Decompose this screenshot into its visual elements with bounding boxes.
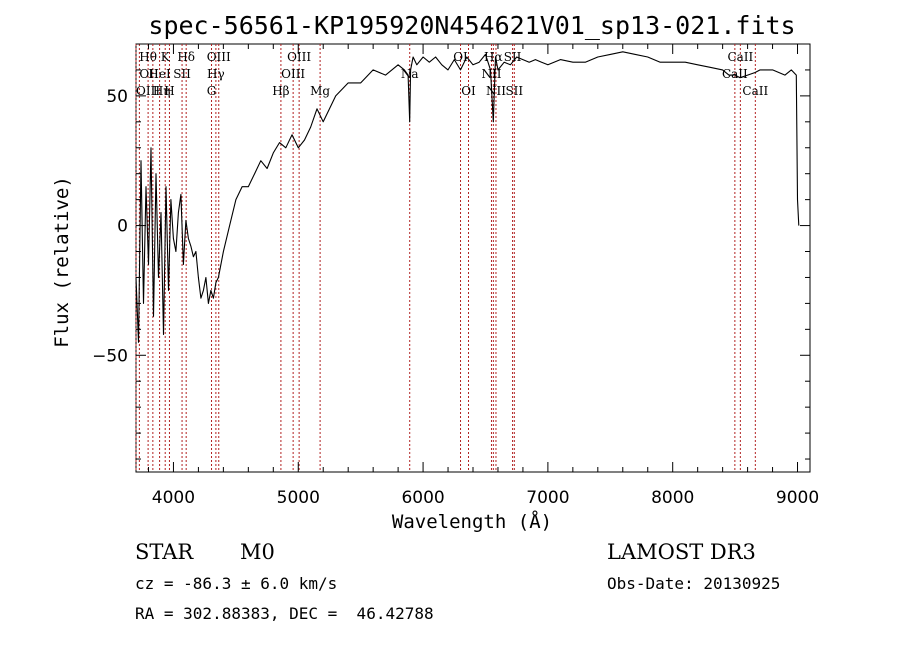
y-tick-label: 0 [117,217,128,237]
x-axis-label: Wavelength (Å) [392,510,552,533]
line-marker-label: CaII [727,50,753,64]
chart-title: spec-56561-KP195920N454621V01_sp13-021.f… [148,11,795,40]
line-marker-label: OIII [136,84,160,98]
line-marker-label: Hθ [139,50,157,64]
x-tick-label: 7000 [526,488,569,508]
spectrum-series [135,51,800,343]
line-marker-label: OIII [207,50,231,64]
y-tick-label: 50 [106,87,128,107]
line-marker-label: Hη [153,84,171,98]
line-marker-label: OIII [287,50,311,64]
y-axis-label: Flux (relative) [51,176,73,348]
line-marker-label: OI [461,84,476,98]
coordinates: RA = 302.88383, DEC = 46.42788 [135,604,434,623]
redshift-velocity: cz = -86.3 ± 6.0 km/s [135,574,338,593]
y-tick-label: −50 [92,346,128,366]
observation-date: Obs-Date: 20130925 [607,574,781,593]
plot-frame [135,43,811,473]
line-marker-label: SII [505,84,523,98]
x-tick-label: 6000 [401,488,444,508]
object-subclass-label: M0 [240,540,275,564]
line-marker-label: Mg [310,84,330,98]
line-marker-group [135,44,756,472]
line-marker-label: OII [139,67,159,81]
line-marker-label: OI [453,50,468,64]
line-marker-label: OIII [281,67,305,81]
spectrum-line [135,51,800,343]
axis-ticks: 4000 5000 6000 7000 8000 9000 −50 0 50 [92,43,819,508]
line-marker-label: NII [486,84,506,98]
x-tick-label: 9000 [776,488,819,508]
line-marker-label: CaII [722,67,748,81]
line-marker-label: H [164,84,174,98]
line-marker-label: Hγ [207,67,225,81]
x-tick-label: 5000 [277,488,320,508]
line-marker-label: SII [173,67,191,81]
line-marker-label: CaII [742,84,768,98]
line-marker-label: Hβ [272,84,289,98]
plot-border [135,43,811,473]
object-class-label: STAR [135,540,194,564]
line-marker-label: G [207,84,217,98]
x-tick-label: 4000 [152,488,195,508]
line-marker-label: Hδ [177,50,195,64]
survey-label: LAMOST DR3 [607,540,756,564]
x-tick-label: 8000 [651,488,694,508]
line-marker-label: HeI [148,67,171,81]
line-marker-label: NII [481,67,501,81]
line-marker-label: K [161,50,171,64]
line-marker-label: SII [504,50,522,64]
line-marker-label: Hα [484,50,503,64]
